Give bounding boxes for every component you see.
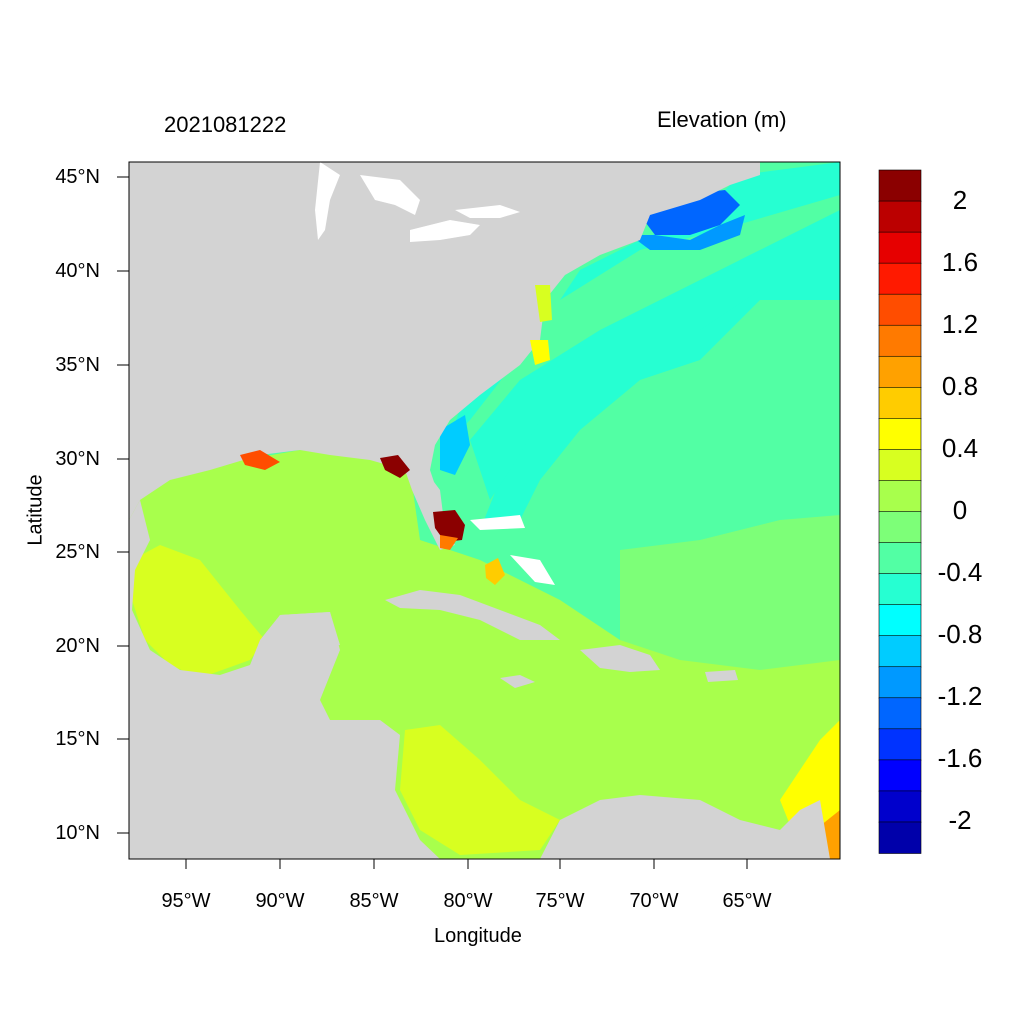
- colorbar: [878, 169, 922, 854]
- y-tick-label: 40°N: [55, 260, 100, 282]
- timestamp-title: 2021081222: [164, 112, 287, 137]
- x-tick-label: 80°W: [443, 890, 493, 912]
- y-tick-marks: [117, 176, 129, 834]
- colorbar-swatch: [878, 387, 922, 420]
- colorbar-swatch: [878, 480, 922, 513]
- y-axis-label: Latitude: [24, 474, 47, 546]
- georgia-coast-low: [440, 415, 470, 475]
- colorbar-label: 2: [952, 185, 968, 215]
- south-florida-orange: [440, 535, 458, 550]
- y-tick-label: 35°N: [55, 354, 100, 376]
- colorbar-label: -0.8: [937, 619, 983, 649]
- bahamas-islands: [470, 515, 555, 585]
- colorbar-swatch: [878, 293, 922, 327]
- colorbar-swatch: [878, 821, 922, 854]
- colorbar-swatch: [878, 418, 922, 451]
- colorbar-label: 0.4: [941, 433, 979, 463]
- x-tick-label: 70°W: [629, 890, 679, 912]
- colorbar-label: -2: [948, 805, 972, 835]
- bay-of-campeche-region: [132, 545, 265, 678]
- x-tick-marks: [185, 859, 748, 869]
- colorbar-swatch: [878, 697, 922, 730]
- y-tick-label: 15°N: [55, 728, 100, 750]
- bahamas-yellow: [485, 558, 505, 585]
- colorbar-swatch: [878, 604, 922, 637]
- colorbar-swatch: [878, 728, 922, 761]
- map-plot: [129, 162, 840, 859]
- y-tick-label: 45°N: [55, 166, 100, 188]
- colorbar-label: 0.8: [941, 371, 979, 401]
- colorbar-swatch: [878, 666, 922, 699]
- colorbar-label: 1.6: [941, 247, 979, 277]
- carolina-yellow: [530, 340, 550, 365]
- colorbar-swatch: [878, 200, 922, 233]
- chesapeake-yellow: [535, 285, 552, 322]
- gulf-coast-surge: [240, 450, 280, 470]
- colorbar-label: -1.2: [937, 681, 983, 711]
- great-lakes: [315, 162, 520, 242]
- colorbar-swatch: [878, 635, 922, 668]
- colorbar-swatch: [878, 790, 922, 823]
- colorbar-label: -0.4: [937, 557, 983, 587]
- x-tick-label: 85°W: [349, 890, 399, 912]
- x-tick-label: 95°W: [161, 890, 211, 912]
- x-tick-label: 65°W: [722, 890, 772, 912]
- variable-title: Elevation (m): [657, 107, 787, 132]
- colorbar-swatch: [878, 511, 922, 544]
- colorbar-swatch: [878, 262, 922, 295]
- colorbar-swatch: [878, 231, 922, 264]
- x-axis-label: Longitude: [434, 925, 522, 947]
- colorbar-swatch: [878, 355, 922, 389]
- land-mass: [129, 162, 830, 859]
- atlantic-shelf-region-2: [470, 240, 840, 500]
- gulf-of-maine-outer: [630, 215, 745, 250]
- big-bend-surge: [380, 455, 410, 478]
- colorbar-label: -1.6: [937, 743, 983, 773]
- sw-caribbean-region: [400, 725, 560, 855]
- x-tick-label: 90°W: [255, 890, 305, 912]
- colorbar-swatch: [878, 169, 922, 202]
- colorbar-swatch: [878, 573, 922, 606]
- atlantic-east-region: [620, 515, 840, 670]
- gulf-of-maine-region: [640, 190, 740, 235]
- y-tick-label: 20°N: [55, 635, 100, 657]
- y-tick-label: 30°N: [55, 448, 100, 470]
- colorbar-label: 1.2: [941, 309, 979, 339]
- south-florida-surge: [433, 510, 465, 542]
- colorbar-swatch: [878, 759, 922, 792]
- colorbar-swatch: [878, 449, 922, 482]
- y-tick-label: 10°N: [55, 822, 100, 844]
- colorbar-swatch: [878, 542, 922, 575]
- plot-frame: [128, 161, 841, 860]
- colorbar-label: 0: [952, 495, 968, 525]
- x-tick-label: 75°W: [535, 890, 585, 912]
- colorbar-swatch: [878, 324, 922, 358]
- y-tick-label: 25°N: [55, 541, 100, 563]
